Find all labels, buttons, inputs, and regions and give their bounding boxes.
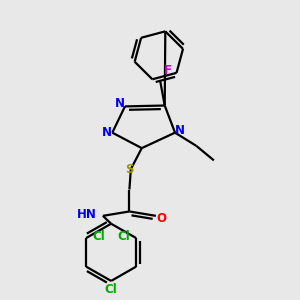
- Text: Cl: Cl: [92, 230, 105, 243]
- Text: HN: HN: [76, 208, 96, 221]
- Text: S: S: [125, 163, 134, 176]
- Text: F: F: [164, 64, 172, 77]
- Text: N: N: [101, 126, 111, 139]
- Text: Cl: Cl: [117, 230, 130, 243]
- Text: N: N: [115, 97, 125, 110]
- Text: O: O: [156, 212, 166, 225]
- Text: Cl: Cl: [105, 283, 118, 296]
- Text: N: N: [175, 124, 185, 137]
